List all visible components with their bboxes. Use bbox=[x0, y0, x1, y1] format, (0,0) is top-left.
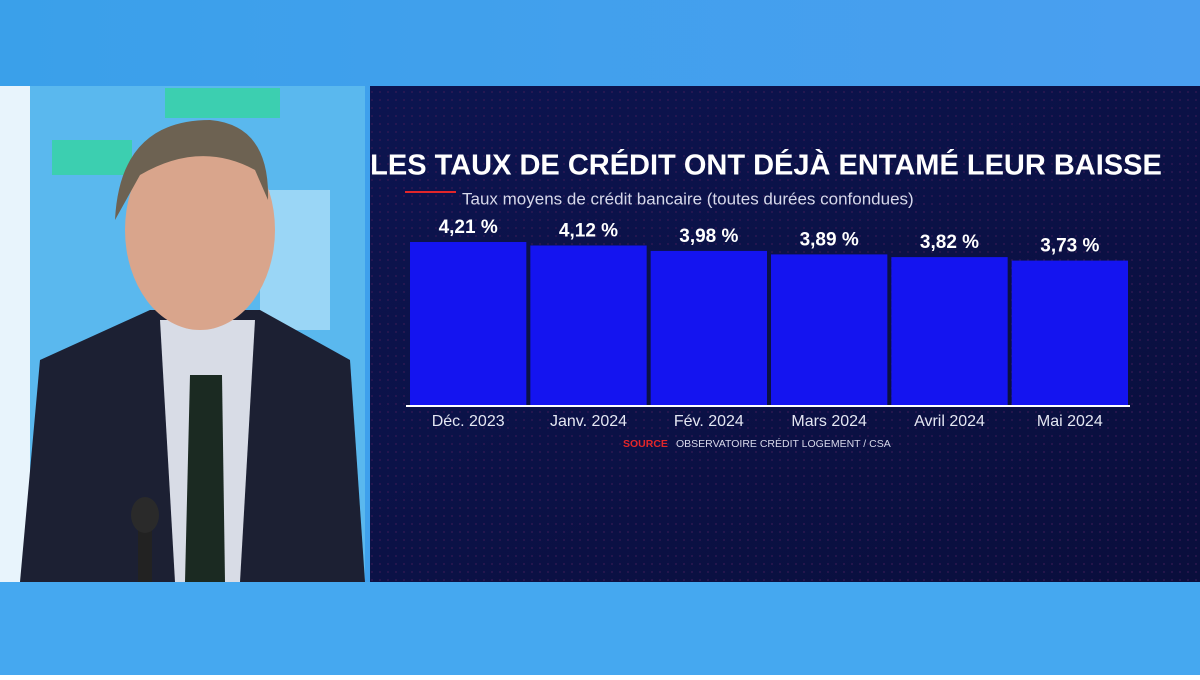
value-label: 3,89 % bbox=[800, 229, 859, 250]
source-text: OBSERVATOIRE CRÉDIT LOGEMENT / CSA bbox=[676, 437, 891, 450]
source-label: SOURCE bbox=[623, 438, 668, 450]
value-label: 4,21 % bbox=[439, 217, 498, 238]
x-tick-label: Mai 2024 bbox=[1037, 413, 1103, 430]
x-tick-label: Janv. 2024 bbox=[550, 413, 627, 430]
value-label: 3,73 % bbox=[1040, 236, 1099, 257]
chart-subtitle: Taux moyens de crédit bancaire (toutes d… bbox=[462, 189, 914, 208]
x-tick-label: Fév. 2024 bbox=[674, 413, 744, 430]
bar bbox=[891, 257, 1008, 405]
bar bbox=[771, 254, 888, 405]
lower-band bbox=[0, 582, 1200, 675]
x-tick-label: Avril 2024 bbox=[914, 413, 985, 430]
value-label: 3,98 % bbox=[679, 226, 738, 247]
bar bbox=[530, 245, 647, 405]
bar bbox=[650, 250, 767, 405]
x-tick-label: Déc. 2023 bbox=[432, 413, 505, 430]
x-tick-label: Mars 2024 bbox=[791, 413, 867, 430]
bar bbox=[1011, 260, 1128, 405]
presenter-video bbox=[0, 86, 365, 582]
value-label: 4,12 % bbox=[559, 221, 618, 242]
bar bbox=[410, 242, 527, 405]
chart-title: LES TAUX DE CRÉDIT ONT DÉJÀ ENTAMÉ LEUR … bbox=[370, 148, 1162, 182]
value-label: 3,82 % bbox=[920, 232, 979, 253]
